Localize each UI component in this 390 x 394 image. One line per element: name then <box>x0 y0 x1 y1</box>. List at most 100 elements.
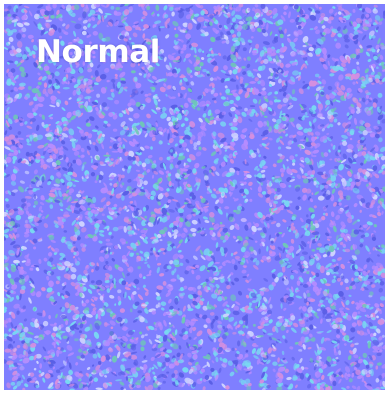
texture-pebble <box>335 368 341 374</box>
texture-pebble <box>301 327 305 334</box>
texture-pebble <box>192 381 197 388</box>
texture-pebble <box>59 366 65 370</box>
texture-pebble <box>356 66 361 71</box>
texture-pebble <box>123 4 130 7</box>
texture-pebble <box>176 243 181 249</box>
texture-pebble <box>256 148 260 154</box>
texture-pebble <box>256 73 262 78</box>
texture-pebble <box>14 94 20 100</box>
texture-pebble <box>259 143 263 147</box>
texture-pebble <box>121 168 125 172</box>
texture-pebble <box>297 15 300 18</box>
texture-pebble <box>21 374 26 380</box>
texture-pebble <box>49 204 54 209</box>
texture-pebble <box>166 349 173 354</box>
texture-pebble <box>19 359 23 362</box>
texture-pebble <box>182 367 189 373</box>
texture-pebble <box>144 158 151 165</box>
texture-pebble <box>144 215 148 219</box>
texture-pebble <box>25 46 31 53</box>
texture-pebble <box>178 345 182 350</box>
texture-pebble <box>29 239 35 245</box>
texture-pebble <box>65 207 73 212</box>
texture-pebble <box>251 300 258 304</box>
texture-pebble <box>125 241 128 244</box>
texture-pebble <box>325 94 330 100</box>
texture-pebble <box>45 22 51 29</box>
texture-pebble <box>121 182 125 186</box>
texture-pebble <box>157 200 161 206</box>
texture-pebble <box>17 377 22 382</box>
texture-pebble <box>159 86 166 93</box>
texture-pebble <box>33 307 36 312</box>
texture-pebble <box>33 339 39 344</box>
texture-pebble <box>6 10 10 15</box>
texture-pebble <box>215 147 220 152</box>
texture-pebble <box>33 169 38 175</box>
texture-pebble <box>375 44 380 50</box>
texture-pebble <box>331 278 336 284</box>
texture-pebble <box>308 121 312 127</box>
texture-pebble <box>333 201 337 207</box>
texture-pebble <box>228 112 233 118</box>
texture-pebble <box>340 85 346 91</box>
texture-pebble <box>268 336 272 341</box>
texture-pebble <box>326 330 332 334</box>
texture-pebble <box>70 12 76 18</box>
texture-pebble <box>290 327 297 333</box>
texture-pebble <box>188 361 193 366</box>
texture-pebble <box>233 103 239 108</box>
texture-pebble <box>281 265 286 273</box>
texture-pebble <box>150 190 156 197</box>
texture-pebble <box>24 195 32 199</box>
texture-pebble <box>215 356 219 363</box>
texture-pebble <box>125 56 130 60</box>
texture-pebble <box>45 214 49 219</box>
texture-pebble <box>227 360 233 366</box>
texture-pebble <box>143 180 148 186</box>
texture-pebble <box>100 4 107 8</box>
texture-pebble <box>193 255 198 261</box>
texture-pebble <box>169 260 174 265</box>
texture-pebble <box>70 20 77 24</box>
texture-pebble <box>209 227 215 231</box>
texture-pebble <box>225 88 231 94</box>
texture-pebble <box>81 227 87 233</box>
texture-pebble <box>8 328 12 332</box>
texture-pebble <box>47 129 53 134</box>
texture-pebble <box>341 387 347 390</box>
texture-pebble <box>303 367 309 370</box>
texture-pebble <box>68 128 75 136</box>
texture-pebble <box>345 307 350 311</box>
texture-pebble <box>234 109 241 115</box>
texture-pebble <box>272 361 278 366</box>
texture-pebble <box>142 28 146 31</box>
texture-pebble <box>127 107 134 112</box>
texture-pebble <box>192 353 198 360</box>
texture-pebble <box>127 375 135 378</box>
texture-pebble <box>352 81 356 85</box>
texture-pebble <box>179 262 184 266</box>
texture-pebble <box>321 25 326 29</box>
texture-pebble <box>257 186 262 193</box>
texture-pebble <box>120 58 125 64</box>
texture-pebble <box>341 134 348 139</box>
texture-pebble <box>38 76 43 81</box>
texture-pebble <box>322 253 328 258</box>
texture-pebble <box>131 337 134 340</box>
texture-pebble <box>290 238 295 244</box>
texture-pebble <box>290 274 295 280</box>
texture-pebble <box>344 372 348 378</box>
texture-pebble <box>177 38 182 41</box>
texture-pebble <box>48 280 54 288</box>
texture-pebble <box>209 116 215 121</box>
texture-pebble <box>252 7 256 12</box>
texture-pebble <box>197 48 202 53</box>
texture-pebble <box>233 209 237 213</box>
texture-pebble <box>72 241 76 245</box>
texture-pebble <box>144 333 148 337</box>
texture-pebble <box>335 234 339 241</box>
texture-pebble <box>140 346 145 352</box>
texture-pebble <box>70 115 77 121</box>
texture-pebble <box>251 75 255 79</box>
